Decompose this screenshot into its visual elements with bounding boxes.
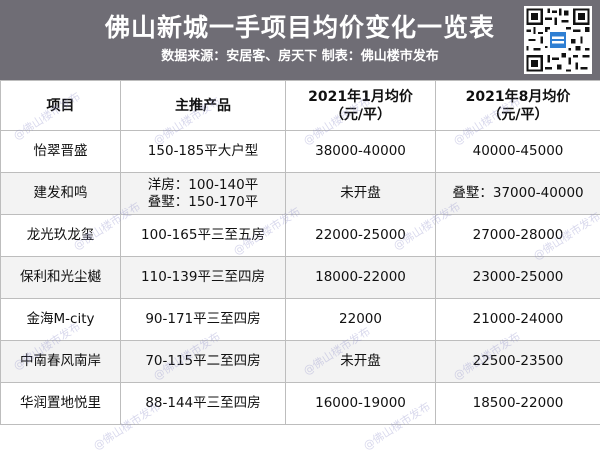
cell-jan-price: 38000-40000 <box>286 131 436 173</box>
cell-main-product: 88-144平三至四房 <box>121 383 286 425</box>
cell-project-name: 龙光玖龙玺 <box>1 215 121 257</box>
cell-main-product: 90-171平三至四房 <box>121 299 286 341</box>
column-header-product: 主推产品 <box>121 81 286 131</box>
cell-jan-price: 18000-22000 <box>286 257 436 299</box>
cell-main-product: 洋房：100-140平叠墅：150-170平 <box>121 173 286 215</box>
cell-jan-price: 22000 <box>286 299 436 341</box>
cell-aug-price: 22500-23500 <box>436 341 600 383</box>
cell-project-name: 金海M-city <box>1 299 121 341</box>
qr-code-icon <box>524 6 592 74</box>
cell-main-product: 70-115平二至四房 <box>121 341 286 383</box>
cell-jan-price: 22000-25000 <box>286 215 436 257</box>
cell-aug-price: 23000-25000 <box>436 257 600 299</box>
cell-jan-price: 未开盘 <box>286 341 436 383</box>
cell-project-name: 中南春风南岸 <box>1 341 121 383</box>
page-subtitle: 数据来源：安居客、房天下 制表：佛山楼市发布 <box>0 45 600 64</box>
cell-main-product: 100-165平三至五房 <box>121 215 286 257</box>
cell-aug-price: 27000-28000 <box>436 215 600 257</box>
cell-aug-price: 叠墅：37000-40000 <box>436 173 600 215</box>
cell-project-name: 怡翠晋盛 <box>1 131 121 173</box>
table-row: 建发和鸣洋房：100-140平叠墅：150-170平未开盘叠墅：37000-40… <box>1 173 600 215</box>
cell-project-name: 保利和光尘樾 <box>1 257 121 299</box>
cell-project-name: 建发和鸣 <box>1 173 121 215</box>
cell-main-product: 110-139平三至四房 <box>121 257 286 299</box>
cell-aug-price: 40000-45000 <box>436 131 600 173</box>
cell-aug-price: 18500-22000 <box>436 383 600 425</box>
column-header-jan-price: 2021年1月均价（元/平） <box>286 81 436 131</box>
page-title: 佛山新城一手项目均价变化一览表 <box>0 8 600 44</box>
cell-main-product: 150-185平大户型 <box>121 131 286 173</box>
column-header-project: 项目 <box>1 81 121 131</box>
cell-project-name: 华润置地悦里 <box>1 383 121 425</box>
header-banner: 佛山新城一手项目均价变化一览表 数据来源：安居客、房天下 制表：佛山楼市发布 <box>0 0 600 80</box>
cell-jan-price: 16000-19000 <box>286 383 436 425</box>
column-header-aug-price: 2021年8月均价（元/平） <box>436 81 600 131</box>
cell-jan-price: 未开盘 <box>286 173 436 215</box>
cell-aug-price: 21000-24000 <box>436 299 600 341</box>
